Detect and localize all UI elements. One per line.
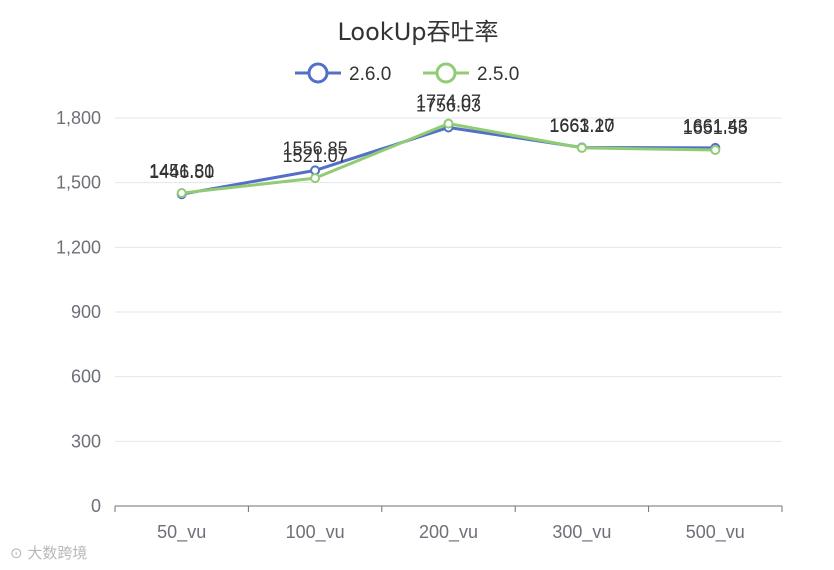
x-axis: 50_vu 100_vu 200_vu 300_vu 500_vu bbox=[114, 505, 783, 543]
data-label: 1756.03 bbox=[416, 95, 481, 115]
data-label: 1661.27 bbox=[549, 116, 614, 136]
grid-lines: 0 300 600 900 1,200 1,500 1,800 bbox=[56, 108, 782, 516]
y-tick-label: 1,500 bbox=[56, 173, 101, 193]
data-labels: 1446.50 1556.85 1756.03 1663.10 1661.43 1451.… bbox=[149, 92, 748, 183]
x-tick-label: 500_vu bbox=[686, 522, 745, 543]
watermark-logo-icon: ⊙ bbox=[10, 544, 23, 562]
data-point bbox=[310, 173, 321, 184]
data-label: 1451.81 bbox=[149, 161, 214, 181]
y-tick-label: 300 bbox=[71, 431, 101, 451]
legend-marker-icon bbox=[307, 62, 329, 84]
y-tick-label: 900 bbox=[71, 302, 101, 322]
data-label: 1663.10 bbox=[549, 116, 614, 136]
data-point bbox=[176, 188, 187, 199]
data-point bbox=[710, 144, 721, 155]
y-tick-label: 1,200 bbox=[56, 237, 101, 257]
legend-label: 2.5.0 bbox=[477, 64, 519, 85]
watermark-text: 大数跨境 bbox=[27, 544, 88, 562]
legend-marker-icon bbox=[435, 62, 457, 84]
chart-title: LookUp吞吐率 bbox=[337, 18, 498, 46]
y-tick-label: 1,800 bbox=[56, 108, 101, 128]
x-tick-label: 100_vu bbox=[286, 522, 345, 543]
watermark: ⊙ 大数跨境 bbox=[10, 542, 87, 563]
data-label: 1446.50 bbox=[149, 162, 214, 182]
y-tick-label: 600 bbox=[71, 367, 101, 387]
legend-label: 2.6.0 bbox=[349, 64, 391, 85]
x-tick-label: 50_vu bbox=[157, 522, 206, 543]
data-label: 1556.85 bbox=[283, 138, 348, 158]
y-tick-label: 0 bbox=[91, 496, 101, 516]
series-layer bbox=[176, 118, 721, 200]
data-point bbox=[576, 142, 587, 153]
legend-item: 2.5.0 bbox=[423, 62, 519, 85]
x-tick-label: 200_vu bbox=[419, 522, 478, 543]
legend: 2.6.0 2.5.0 bbox=[295, 62, 519, 85]
data-point bbox=[443, 118, 454, 129]
x-tick-label: 300_vu bbox=[552, 522, 611, 543]
data-label: 1774.07 bbox=[416, 92, 481, 112]
data-label: 1521.07 bbox=[283, 146, 348, 166]
data-label: 1661.43 bbox=[683, 116, 748, 136]
series-2.5.0 bbox=[176, 118, 721, 199]
series-2.6.0 bbox=[176, 122, 721, 200]
legend-item: 2.6.0 bbox=[295, 62, 391, 85]
data-label: 1651.55 bbox=[683, 118, 748, 138]
